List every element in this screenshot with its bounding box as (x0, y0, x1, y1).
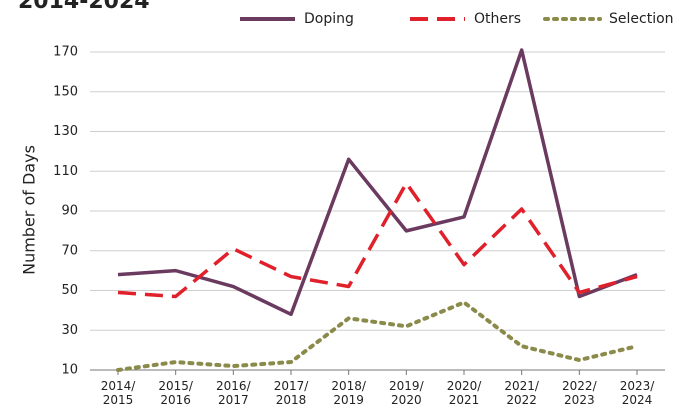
x-tick-label: 2017/2018 (274, 379, 310, 407)
x-tick-label: 2015/2016 (158, 379, 194, 407)
y-tick-label: 50 (61, 283, 78, 298)
x-tick-label: 2019/2020 (389, 379, 425, 407)
legend-label: Doping (304, 11, 354, 27)
x-tick-label: 2020/2021 (447, 379, 483, 407)
x-tick-label: 2016/2017 (216, 379, 252, 407)
legend-label: Selection (609, 11, 674, 27)
series-line (117, 48, 638, 317)
x-tick-label: 2018/2019 (331, 379, 367, 407)
y-tick-label: 170 (53, 45, 78, 60)
y-tick-label: 70 (61, 243, 78, 258)
chart-title: 2014-2024 (18, 0, 150, 14)
x-tick-label: 2022/2023 (562, 379, 598, 407)
x-tick-label: 2023/2024 (620, 379, 656, 407)
y-tick-label: 110 (53, 164, 78, 179)
x-tick-label: 2021/2022 (504, 379, 540, 407)
y-axis-label: Number of Days (20, 145, 39, 275)
series-line (116, 300, 639, 372)
y-tick-label: 10 (61, 363, 78, 378)
series-line (117, 181, 638, 299)
y-tick-label: 130 (53, 124, 78, 139)
x-tick-label: 2014/2015 (101, 379, 137, 407)
y-tick-label: 90 (61, 204, 78, 219)
y-tick-label: 30 (61, 323, 78, 338)
y-tick-label: 150 (53, 84, 78, 99)
legend-label: Others (474, 11, 521, 27)
